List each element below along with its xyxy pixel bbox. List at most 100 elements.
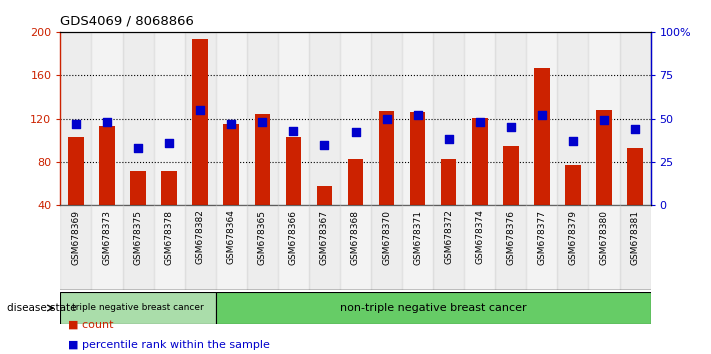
Bar	[371, 32, 402, 205]
Text: GSM678368: GSM678368	[351, 210, 360, 264]
Bar	[247, 32, 278, 205]
Bar	[371, 205, 402, 290]
Point	[102, 119, 113, 125]
Bar	[627, 148, 643, 249]
Text: GSM678367: GSM678367	[320, 210, 329, 264]
Bar	[154, 205, 185, 290]
Text: GDS4069 / 8068866: GDS4069 / 8068866	[60, 14, 194, 27]
Bar	[215, 32, 247, 205]
Bar	[619, 205, 651, 290]
Bar	[589, 32, 619, 205]
Bar	[619, 32, 651, 205]
Bar	[503, 146, 518, 249]
Bar	[340, 32, 371, 205]
Point	[195, 107, 206, 113]
Point	[164, 140, 175, 146]
Point	[70, 121, 82, 127]
Bar	[410, 112, 425, 249]
Bar	[589, 205, 619, 290]
Text: ■ count: ■ count	[68, 319, 113, 329]
Bar	[597, 110, 611, 249]
Point	[132, 145, 144, 151]
Bar	[161, 171, 177, 249]
Point	[629, 126, 641, 132]
Bar	[100, 126, 114, 249]
Text: GSM678379: GSM678379	[568, 210, 577, 264]
Bar	[215, 292, 651, 324]
Point	[474, 119, 486, 125]
Bar	[60, 205, 92, 290]
Bar	[433, 205, 464, 290]
Text: GSM678370: GSM678370	[382, 210, 391, 264]
Point	[567, 138, 579, 144]
Bar	[278, 32, 309, 205]
Point	[257, 119, 268, 125]
Bar	[130, 171, 146, 249]
Bar	[557, 205, 589, 290]
Bar	[464, 205, 496, 290]
Bar	[215, 205, 247, 290]
Bar	[60, 32, 92, 205]
Text: disease state: disease state	[7, 303, 77, 313]
Bar	[60, 292, 215, 324]
Bar	[185, 32, 215, 205]
Point	[319, 142, 330, 147]
Bar	[348, 159, 363, 249]
Bar	[154, 32, 185, 205]
Bar	[193, 39, 208, 249]
Bar	[68, 137, 84, 249]
Point	[536, 112, 547, 118]
Bar	[122, 205, 154, 290]
Bar	[122, 32, 154, 205]
Point	[412, 112, 423, 118]
Text: GSM678376: GSM678376	[506, 210, 515, 264]
Text: GSM678366: GSM678366	[289, 210, 298, 264]
Bar	[526, 32, 557, 205]
Text: GSM678374: GSM678374	[475, 210, 484, 264]
Bar	[472, 118, 488, 249]
Bar	[433, 32, 464, 205]
Bar	[402, 32, 433, 205]
Text: GSM678381: GSM678381	[631, 210, 639, 264]
Point	[443, 137, 454, 142]
Bar	[92, 32, 122, 205]
Text: GSM678365: GSM678365	[258, 210, 267, 264]
Bar	[309, 32, 340, 205]
Point	[598, 118, 609, 123]
Bar	[340, 205, 371, 290]
Bar	[496, 32, 526, 205]
Bar	[309, 205, 340, 290]
Bar	[379, 111, 395, 249]
Bar	[255, 114, 270, 249]
Bar	[565, 165, 581, 249]
Bar	[278, 205, 309, 290]
Point	[225, 121, 237, 127]
Bar	[534, 68, 550, 249]
Text: non-triple negative breast cancer: non-triple negative breast cancer	[340, 303, 526, 313]
Text: GSM678382: GSM678382	[196, 210, 205, 264]
Text: triple negative breast cancer: triple negative breast cancer	[73, 303, 204, 313]
Text: GSM678369: GSM678369	[72, 210, 80, 264]
Text: GSM678377: GSM678377	[538, 210, 546, 264]
Text: GSM678373: GSM678373	[102, 210, 112, 264]
Point	[505, 124, 516, 130]
Bar	[496, 205, 526, 290]
Text: GSM678380: GSM678380	[599, 210, 609, 264]
Point	[350, 130, 361, 135]
Text: GSM678378: GSM678378	[165, 210, 173, 264]
Point	[288, 128, 299, 133]
Bar	[185, 205, 215, 290]
Bar	[526, 205, 557, 290]
Bar	[464, 32, 496, 205]
Bar	[441, 159, 456, 249]
Text: GSM678375: GSM678375	[134, 210, 143, 264]
Bar	[286, 137, 301, 249]
Bar	[402, 205, 433, 290]
Bar	[316, 186, 332, 249]
Bar	[557, 32, 589, 205]
Point	[381, 116, 392, 121]
Bar	[223, 124, 239, 249]
Text: GSM678364: GSM678364	[227, 210, 236, 264]
Text: ■ percentile rank within the sample: ■ percentile rank within the sample	[68, 341, 269, 350]
Bar	[247, 205, 278, 290]
